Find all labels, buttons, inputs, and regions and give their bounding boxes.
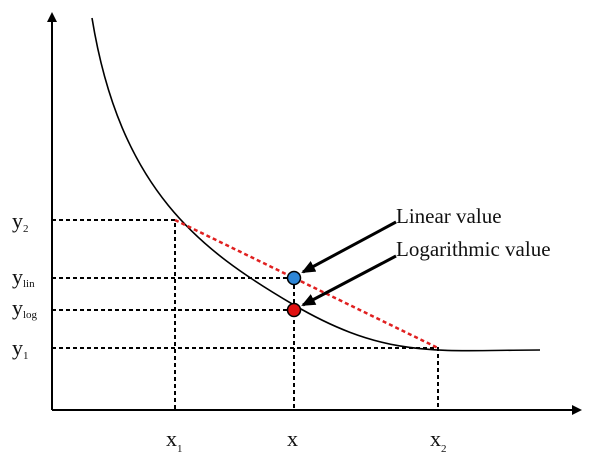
y-label: y2 [12, 208, 29, 235]
y-label-sub: lin [23, 278, 35, 290]
x-label: x1 [166, 426, 183, 455]
annotation: Logarithmic value [396, 237, 551, 261]
x-label-main: x [430, 426, 441, 451]
x-label: x2 [430, 426, 447, 455]
diagram: Linear value Logarithmic value y2 ylin y… [0, 0, 606, 457]
log-curve [92, 18, 540, 351]
y-label-sub: log [23, 309, 38, 321]
y-label: y1 [12, 335, 29, 362]
y-label-main: y [12, 264, 23, 289]
y-label-sub: 1 [23, 350, 29, 362]
x-label-main: x [166, 426, 177, 451]
x-label-main: x [287, 426, 298, 451]
guide-x2-y1 [52, 348, 438, 410]
y-label: ylin [12, 264, 35, 290]
y-label: ylog [12, 295, 38, 321]
linear-point [288, 272, 301, 285]
x-label-sub: 2 [441, 443, 447, 455]
guide-x1-y2 [52, 220, 175, 410]
y-label-main: y [12, 295, 23, 320]
x-label-sub: 1 [177, 443, 183, 455]
y-label-sub: 2 [23, 223, 29, 235]
x-label: x [287, 426, 298, 451]
y-label-main: y [12, 208, 23, 233]
annotation: Linear value [396, 204, 502, 228]
log-point [288, 304, 301, 317]
y-label-main: y [12, 335, 23, 360]
